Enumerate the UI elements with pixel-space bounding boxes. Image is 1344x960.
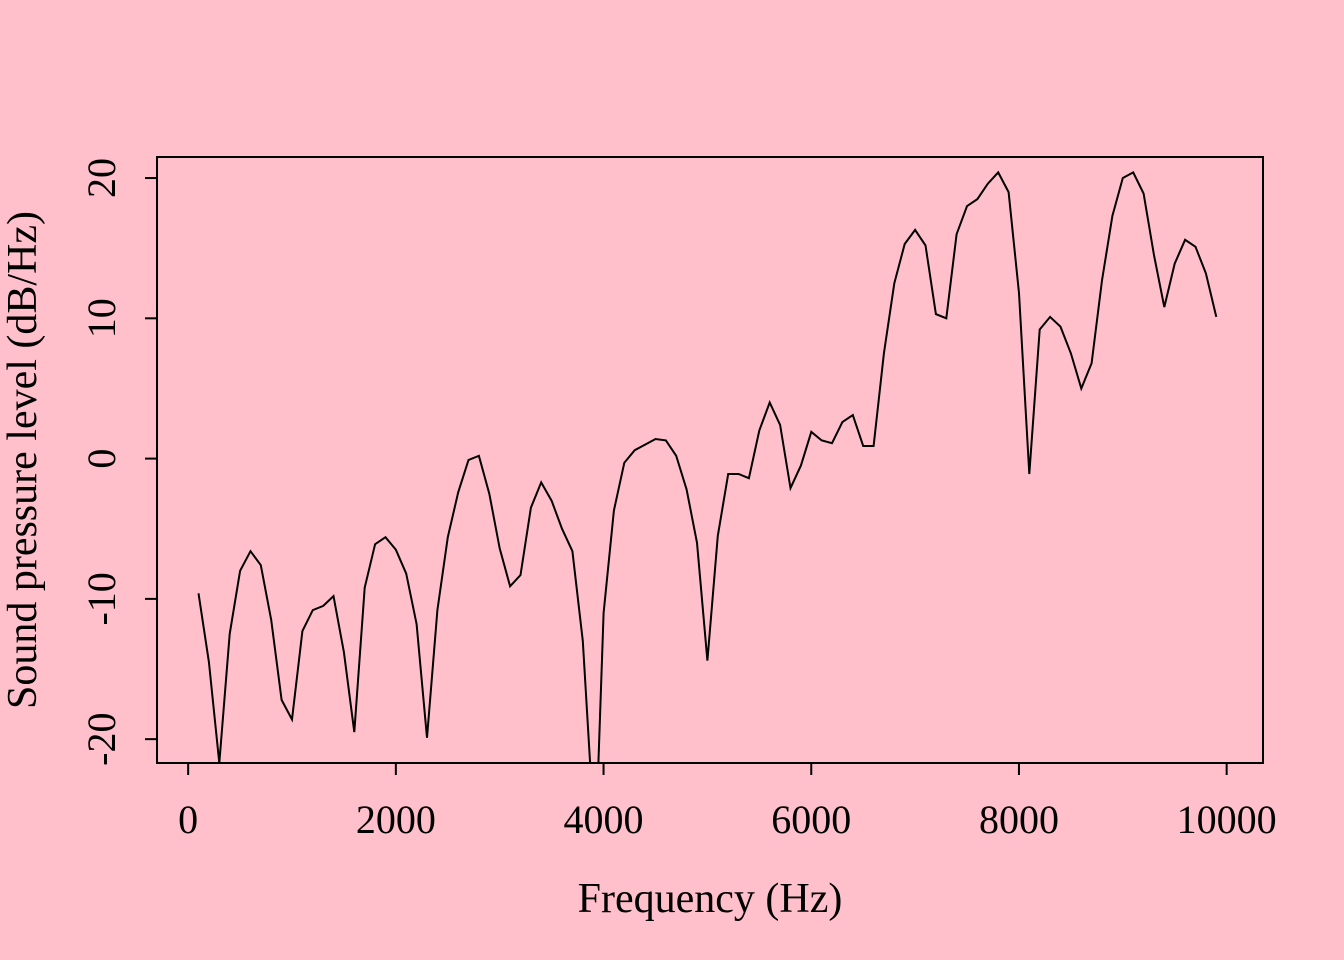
series-line xyxy=(197,170,1218,763)
y-tick-label: 10 xyxy=(79,298,124,338)
x-tick-label: 6000 xyxy=(771,797,851,842)
x-axis: 0 2000 4000 6000 8000 10000 xyxy=(178,762,1277,842)
x-tick-label: 0 xyxy=(178,797,198,842)
x-tick-label: 8000 xyxy=(979,797,1059,842)
y-tick-label: 20 xyxy=(79,158,124,198)
x-tick-label: 4000 xyxy=(564,797,644,842)
x-tick-label: 2000 xyxy=(356,797,436,842)
y-tick-label: -20 xyxy=(79,713,124,766)
x-tick-label: 10000 xyxy=(1177,797,1277,842)
y-axis: -20 -10 0 10 20 xyxy=(79,158,158,766)
y-axis-title: Sound pressure level (dB/Hz) xyxy=(0,211,46,709)
y-tick-label: 0 xyxy=(79,449,124,469)
plot-frame xyxy=(156,156,1264,764)
x-axis-title: Frequency (Hz) xyxy=(578,876,843,922)
y-tick-label: -10 xyxy=(79,572,124,625)
